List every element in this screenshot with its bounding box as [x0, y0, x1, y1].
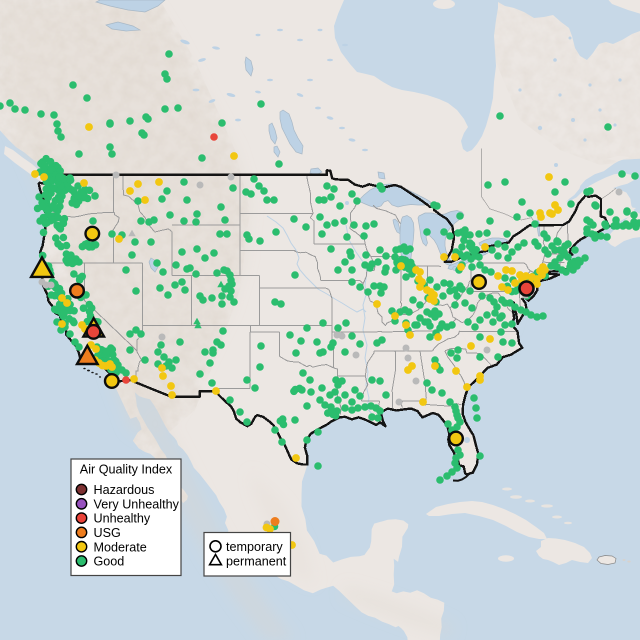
svg-text:Good: Good [94, 555, 125, 569]
svg-text:Unhealthy: Unhealthy [94, 512, 151, 526]
svg-text:permanent: permanent [226, 555, 287, 569]
svg-text:Moderate: Moderate [94, 540, 147, 554]
svg-text:Air Quality Index: Air Quality Index [80, 463, 173, 477]
svg-text:USG: USG [94, 526, 121, 540]
svg-text:temporary: temporary [226, 540, 283, 554]
svg-text:Very Unhealthy: Very Unhealthy [94, 497, 180, 511]
svg-text:Hazardous: Hazardous [94, 483, 155, 497]
